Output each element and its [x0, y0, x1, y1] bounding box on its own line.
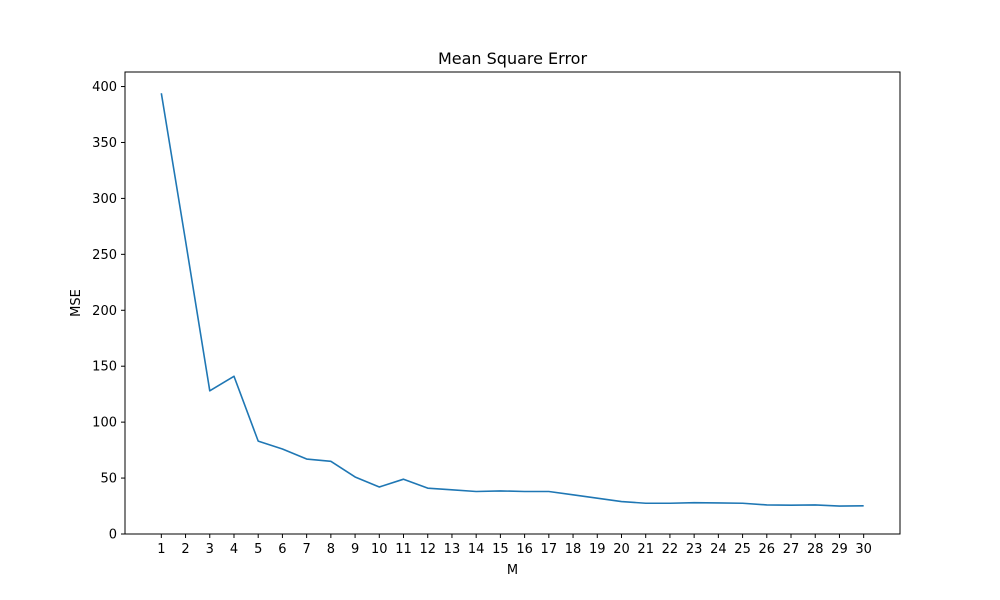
x-tick-label: 4 — [230, 542, 238, 557]
x-tick-label: 27 — [783, 542, 800, 557]
x-tick-label: 1 — [157, 542, 165, 557]
x-tick-label: 17 — [541, 542, 558, 557]
x-tick-label: 16 — [516, 542, 533, 557]
x-tick-label: 8 — [327, 542, 335, 557]
y-tick-label: 150 — [92, 360, 117, 375]
y-tick-label: 200 — [92, 304, 117, 319]
y-tick-label: 50 — [100, 472, 117, 487]
x-tick-label: 12 — [419, 542, 436, 557]
x-tick-label: 13 — [444, 542, 461, 557]
y-tick-label: 300 — [92, 192, 117, 207]
x-tick-label: 21 — [637, 542, 654, 557]
x-tick-label: 9 — [351, 542, 359, 557]
x-tick-label: 26 — [759, 542, 776, 557]
series-layer — [160, 93, 864, 507]
x-tick-label: 30 — [855, 542, 872, 557]
x-tick-label: 10 — [371, 542, 388, 557]
x-tick-label: 3 — [206, 542, 214, 557]
y-tick-label: 350 — [92, 136, 117, 151]
plot-frame — [124, 71, 901, 535]
x-tick-label: 6 — [278, 542, 286, 557]
series-line — [160, 93, 864, 507]
x-tick-label: 14 — [468, 542, 485, 557]
x-tick-label: 5 — [254, 542, 262, 557]
x-tick-label: 20 — [613, 542, 630, 557]
x-axis-title: M — [507, 563, 518, 578]
x-tick-label: 25 — [734, 542, 751, 557]
y-tick-label: 100 — [92, 416, 117, 431]
x-tick-label: 19 — [589, 542, 606, 557]
x-tick-label: 7 — [303, 542, 311, 557]
y-axis-ticks: 0 50 100 150 200 250 300 350 400 — [92, 80, 125, 543]
x-tick-label: 18 — [565, 542, 582, 557]
y-tick-label: 400 — [92, 80, 117, 95]
y-tick-label: 0 — [109, 528, 117, 543]
x-tick-label: 24 — [710, 542, 727, 557]
x-tick-label: 15 — [492, 542, 509, 557]
x-tick-label: 11 — [395, 542, 412, 557]
x-tick-label: 28 — [807, 542, 824, 557]
y-tick-label: 250 — [92, 248, 117, 263]
x-tick-label: 2 — [181, 542, 189, 557]
y-axis-title: MSE — [69, 289, 84, 317]
chart-title: Mean Square Error — [438, 49, 588, 68]
x-tick-label: 23 — [686, 542, 703, 557]
x-tick-label: 22 — [662, 542, 679, 557]
x-tick-label: 29 — [831, 542, 848, 557]
x-axis-ticks: 1 2 3 4 5 6 7 8 9 10 11 12 13 14 15 16 17 18 19 20 21 22 23 24 2… — [157, 534, 872, 557]
